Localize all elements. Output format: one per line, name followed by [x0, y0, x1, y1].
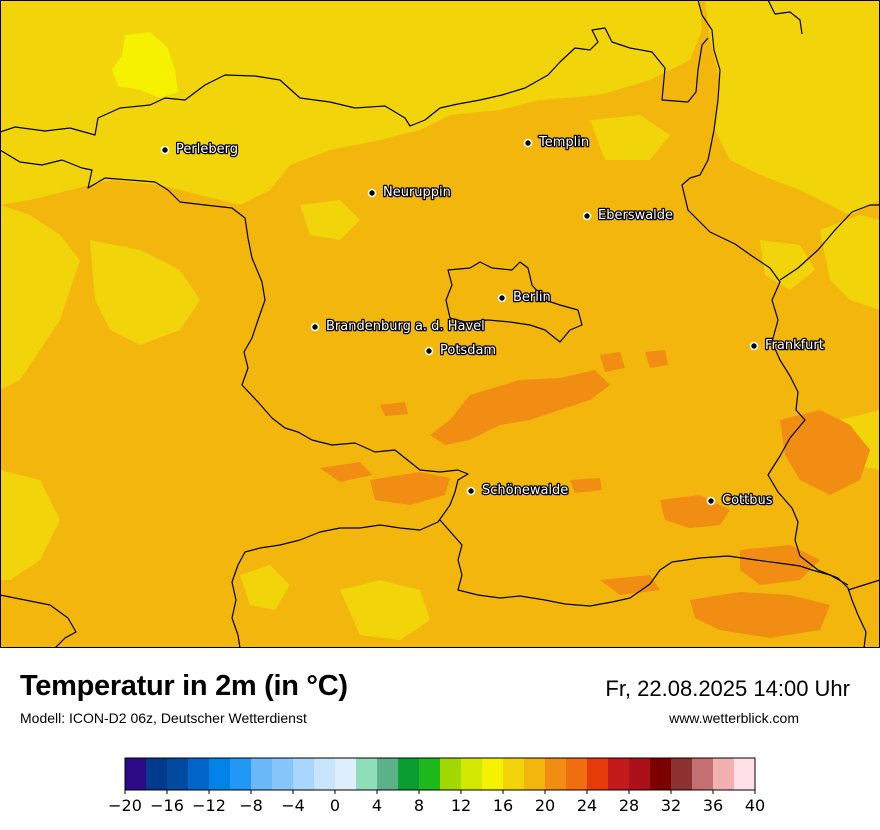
berlin-border	[445, 261, 583, 343]
map-title: Temperatur in 2m (in °C)	[20, 670, 348, 702]
legend-tick-label: 40	[745, 796, 765, 815]
legend-swatch	[335, 758, 357, 790]
city-dot	[749, 341, 759, 351]
city-templin: Templin	[523, 134, 590, 151]
city-dot	[466, 486, 476, 496]
city-eberswalde: Eberswalde	[582, 207, 674, 224]
map-subtitle: Modell: ICON-D2 06z, Deutscher Wetterdie…	[20, 710, 307, 726]
city-label: Eberswalde	[598, 208, 673, 223]
legend-swatch	[314, 758, 336, 790]
legend-swatch	[188, 758, 210, 790]
legend-swatch	[356, 758, 378, 790]
legend-swatch	[482, 758, 504, 790]
legend-tick-label: 20	[535, 796, 555, 815]
legend-swatch	[503, 758, 525, 790]
legend-ticks: −20 −16 −12 −8 −4 0 4 8 12 16 20 24 28 32 36 40	[108, 790, 765, 815]
city-label: Cottbus	[722, 493, 773, 508]
city-berlin: Berlin	[497, 289, 552, 306]
legend-swatch	[587, 758, 609, 790]
legend-swatch	[125, 758, 147, 790]
legend-swatch	[440, 758, 462, 790]
forecast-datetime: Fr, 22.08.2025 14:00 Uhr	[605, 676, 850, 701]
legend-swatch	[608, 758, 630, 790]
legend-swatch	[545, 758, 567, 790]
city-markers: Perleberg Templin Neuruppin Eberswalde B…	[160, 134, 825, 509]
ne-corner-border	[767, 0, 803, 35]
legend-tick-label: 8	[414, 796, 424, 815]
borders	[0, 0, 880, 648]
eastern-state-border	[779, 204, 880, 281]
city-potsdam: Potsdam	[424, 342, 497, 359]
legend-tick-label: 4	[372, 796, 382, 815]
city-dot	[160, 145, 170, 155]
legend-swatch	[209, 758, 231, 790]
legend-swatch	[167, 758, 189, 790]
legend-swatches	[124, 757, 756, 791]
website-link[interactable]: www.wetterblick.com	[669, 710, 799, 726]
legend-swatch	[566, 758, 588, 790]
legend-swatch	[524, 758, 546, 790]
northern-state-border	[0, 27, 709, 136]
city-frankfurt: Frankfurt	[749, 337, 825, 354]
city-label: Brandenburg a. d. Havel	[326, 319, 485, 334]
city-dot	[424, 346, 434, 356]
legend-tick-label: −16	[150, 796, 184, 815]
southern-state-border	[439, 519, 849, 607]
legend-swatch	[272, 758, 294, 790]
city-dot	[523, 138, 533, 148]
legend-tick-label: 16	[493, 796, 513, 815]
city-dot	[582, 211, 592, 221]
legend-tick-label: 28	[619, 796, 639, 815]
cool-regions	[0, 0, 880, 640]
legend-swatch	[671, 758, 693, 790]
legend-swatch	[419, 758, 441, 790]
southeast-border	[847, 579, 880, 591]
legend-swatch	[251, 758, 273, 790]
city-label: Berlin	[513, 290, 551, 305]
legend-tick-label: −12	[192, 796, 226, 815]
color-legend: −20 −16 −12 −8 −4 0 4 8 12 16 20 24 28 32 36 40	[108, 757, 765, 815]
city-dot	[367, 188, 377, 198]
coolest-region	[112, 32, 178, 98]
legend-tick-label: −8	[239, 796, 263, 815]
city-label: Templin	[538, 135, 589, 150]
legend-tick-label: −4	[281, 796, 305, 815]
city-dot	[706, 496, 716, 506]
temperature-map: Perleberg Templin Neuruppin Eberswalde B…	[0, 0, 880, 648]
legend-swatch	[713, 758, 735, 790]
city-cottbus: Cottbus	[706, 492, 774, 509]
legend-swatch	[398, 758, 420, 790]
city-dot	[310, 322, 320, 332]
legend-swatch	[146, 758, 168, 790]
city-schoenewalde: Schönewalde	[466, 482, 570, 499]
city-label: Perleberg	[176, 142, 238, 157]
city-dot	[497, 293, 507, 303]
legend-swatch	[377, 758, 399, 790]
polish-border	[681, 0, 867, 648]
legend-swatch	[692, 758, 714, 790]
city-label: Schönewalde	[482, 483, 568, 498]
legend-swatch	[293, 758, 315, 790]
city-label: Potsdam	[440, 343, 496, 358]
legend-swatch	[734, 758, 756, 790]
city-perleberg: Perleberg	[160, 141, 239, 158]
city-brandenburg: Brandenburg a. d. Havel	[310, 318, 486, 335]
legend-frame	[124, 757, 756, 791]
city-label: Neuruppin	[383, 185, 451, 200]
legend-swatch	[230, 758, 252, 790]
western-state-border	[0, 149, 469, 648]
legend-tick-label: 36	[703, 796, 723, 815]
legend-tick-label: 32	[661, 796, 681, 815]
legend-tick-label: 0	[330, 796, 340, 815]
legend-tick-label: 12	[451, 796, 471, 815]
legend-swatch	[461, 758, 483, 790]
legend-swatch	[650, 758, 672, 790]
city-neuruppin: Neuruppin	[367, 184, 452, 201]
legend-swatch	[629, 758, 651, 790]
southwest-border-loop	[0, 594, 77, 648]
legend-tick-label: 24	[577, 796, 597, 815]
legend-tick-label: −20	[108, 796, 142, 815]
city-label: Frankfurt	[765, 338, 824, 353]
